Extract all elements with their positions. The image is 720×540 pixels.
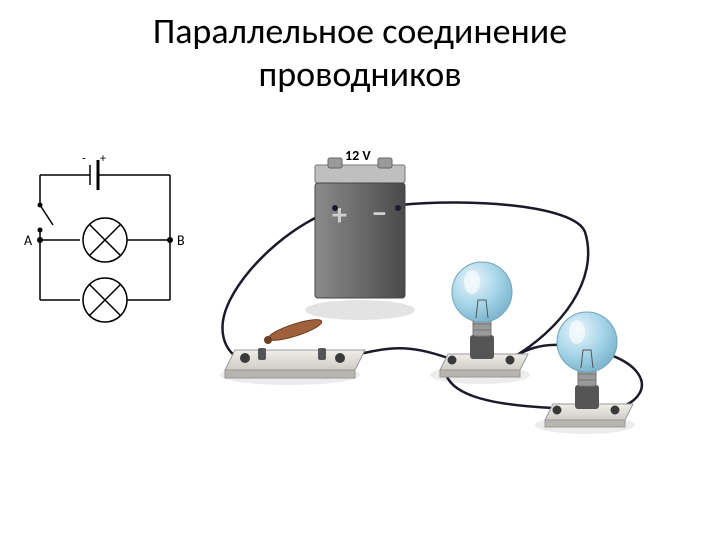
- battery-minus: −: [372, 195, 387, 232]
- schematic: - + A B: [24, 152, 185, 322]
- switch: [225, 316, 365, 378]
- voltage-label: 12 V: [345, 147, 371, 164]
- schematic-minus: -: [82, 152, 86, 166]
- bulb-1: [440, 262, 528, 377]
- diagram-canvas: - + A B: [0, 0, 720, 540]
- node-b-label: B: [177, 232, 185, 249]
- bulb-2: [545, 312, 633, 427]
- schematic-plus: +: [100, 152, 106, 166]
- battery: 12 V + −: [315, 147, 405, 298]
- battery-shadow: [305, 300, 415, 320]
- battery-plus: +: [332, 197, 347, 234]
- illustration: 12 V + −: [220, 147, 642, 434]
- node-a-label: A: [24, 232, 33, 249]
